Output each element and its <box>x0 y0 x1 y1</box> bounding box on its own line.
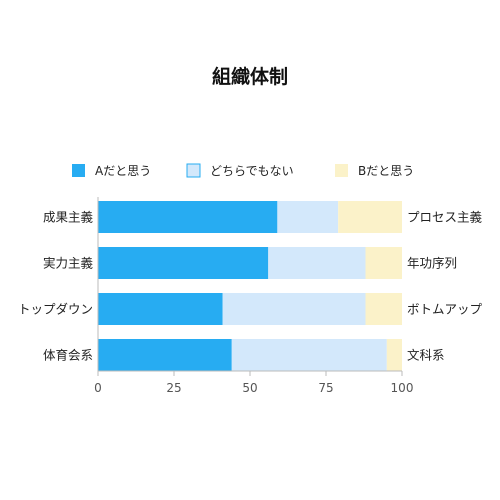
chart-title: 組織体制 <box>212 65 288 88</box>
bar-segment-3-0 <box>98 339 232 371</box>
bar-segment-2-1 <box>222 293 366 325</box>
legend-label-1: どちらでもない <box>210 164 294 178</box>
x-tick-label-0: 0 <box>94 381 102 395</box>
bar-segment-0-0 <box>98 201 278 233</box>
legend-swatch-1 <box>186 163 201 178</box>
bar-segment-3-1 <box>231 339 387 371</box>
bar-segment-2-0 <box>98 293 223 325</box>
x-tick-label-1: 25 <box>166 381 181 395</box>
x-tick-label-4: 100 <box>391 381 414 395</box>
legend-swatch-2 <box>335 164 348 177</box>
legend-label-0: Aだと思う <box>95 164 151 178</box>
right-category-label-0: プロセス主義 <box>407 210 483 225</box>
bar-segment-1-2 <box>365 247 402 279</box>
right-category-label-2: ボトムアップ <box>407 302 483 317</box>
bar-segment-0-1 <box>277 201 339 233</box>
left-category-label-0: 成果主義 <box>43 210 94 225</box>
right-category-label-3: 文科系 <box>407 348 445 363</box>
bars <box>98 201 402 371</box>
bar-segment-0-2 <box>338 201 402 233</box>
legend-label-2: Bだと思う <box>358 164 414 178</box>
bar-segment-1-1 <box>268 247 366 279</box>
x-tick-label-3: 75 <box>318 381 333 395</box>
left-category-label-1: 実力主義 <box>43 256 94 271</box>
left-category-label-3: 体育会系 <box>43 348 93 363</box>
x-tick-label-2: 50 <box>242 381 257 395</box>
legend: Aだと思う どちらでもない Bだと思う <box>72 163 414 178</box>
bar-segment-2-2 <box>365 293 402 325</box>
left-category-label-2: トップダウン <box>18 302 93 317</box>
right-category-label-1: 年功序列 <box>407 256 457 271</box>
x-axis: 0 25 50 75 100 <box>94 197 413 395</box>
bar-segment-3-2 <box>386 339 402 371</box>
bar-segment-1-0 <box>98 247 269 279</box>
legend-swatch-0 <box>72 164 85 177</box>
